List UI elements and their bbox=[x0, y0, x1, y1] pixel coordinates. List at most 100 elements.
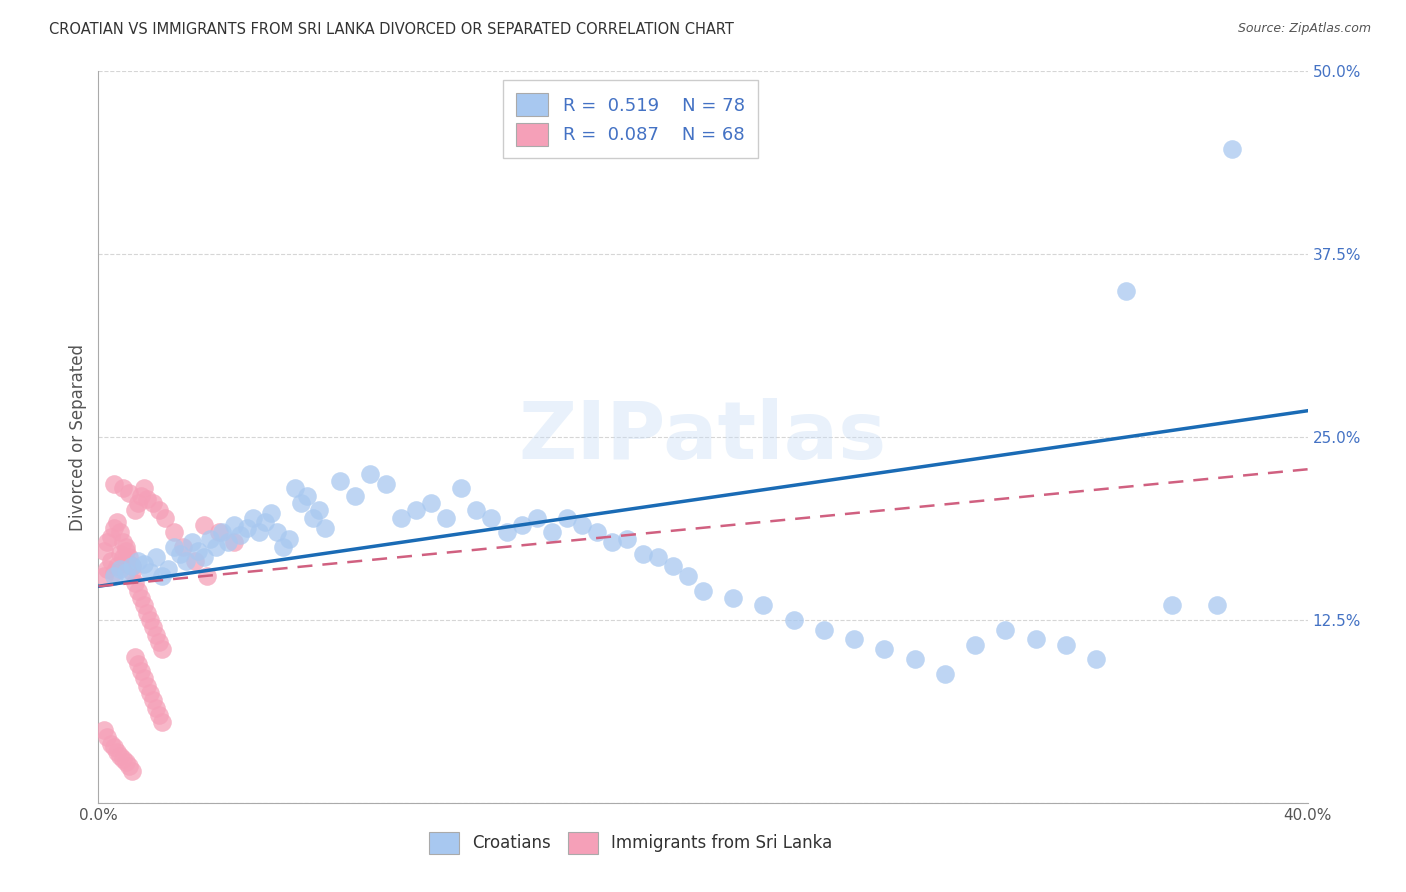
Point bbox=[142, 620, 165, 634]
Point bbox=[100, 554, 122, 568]
Point bbox=[156, 562, 179, 576]
Point bbox=[217, 535, 239, 549]
Point bbox=[114, 565, 136, 579]
Point bbox=[586, 525, 609, 540]
Point bbox=[127, 583, 149, 598]
Point bbox=[602, 535, 624, 549]
Point bbox=[1085, 652, 1108, 666]
Point bbox=[302, 510, 325, 524]
Point bbox=[465, 503, 488, 517]
Point bbox=[571, 517, 593, 532]
Point bbox=[105, 515, 128, 529]
Point bbox=[124, 649, 146, 664]
Point bbox=[111, 535, 134, 549]
Point bbox=[783, 613, 806, 627]
Point bbox=[118, 485, 141, 500]
Point bbox=[450, 481, 472, 495]
Point bbox=[135, 606, 157, 620]
Point bbox=[121, 558, 143, 573]
Point bbox=[308, 503, 330, 517]
Point bbox=[329, 474, 352, 488]
Point bbox=[184, 554, 207, 568]
Point bbox=[148, 708, 170, 723]
Point bbox=[100, 737, 122, 751]
Text: Source: ZipAtlas.com: Source: ZipAtlas.com bbox=[1237, 22, 1371, 36]
Point bbox=[965, 638, 987, 652]
Point bbox=[813, 623, 835, 637]
Point bbox=[114, 544, 136, 558]
Point bbox=[374, 476, 396, 491]
Point bbox=[169, 547, 191, 561]
Point bbox=[103, 565, 125, 579]
Point bbox=[555, 510, 578, 524]
Point bbox=[360, 467, 382, 481]
Point bbox=[108, 525, 131, 540]
Point bbox=[242, 510, 264, 524]
Point bbox=[187, 544, 209, 558]
Point bbox=[150, 642, 173, 657]
Point bbox=[124, 503, 146, 517]
Point bbox=[132, 599, 155, 613]
Point bbox=[142, 693, 165, 707]
Point bbox=[148, 503, 170, 517]
Point bbox=[195, 569, 218, 583]
Point bbox=[200, 533, 222, 547]
Point bbox=[105, 745, 128, 759]
Point bbox=[145, 700, 167, 714]
Point bbox=[1206, 599, 1229, 613]
Point bbox=[434, 510, 457, 524]
Point bbox=[481, 510, 503, 524]
Point bbox=[93, 544, 115, 558]
Point bbox=[132, 481, 155, 495]
Point bbox=[108, 547, 131, 561]
Point bbox=[723, 591, 745, 605]
Point bbox=[139, 686, 162, 700]
Point bbox=[616, 533, 638, 547]
Point bbox=[100, 530, 122, 544]
Point bbox=[93, 723, 115, 737]
Point bbox=[934, 667, 956, 681]
Point bbox=[103, 740, 125, 755]
Point bbox=[153, 510, 176, 524]
Point bbox=[904, 652, 927, 666]
Text: ZIPatlas: ZIPatlas bbox=[519, 398, 887, 476]
Point bbox=[108, 749, 131, 764]
Point bbox=[208, 525, 231, 540]
Point bbox=[235, 521, 257, 535]
Point bbox=[752, 599, 775, 613]
Point bbox=[96, 730, 118, 744]
Point bbox=[129, 664, 152, 678]
Point bbox=[105, 558, 128, 573]
Point bbox=[163, 540, 186, 554]
Point bbox=[118, 759, 141, 773]
Point bbox=[211, 525, 233, 540]
Point bbox=[229, 528, 252, 542]
Point bbox=[314, 521, 336, 535]
Point bbox=[111, 752, 134, 766]
Point bbox=[647, 549, 669, 564]
Point bbox=[139, 613, 162, 627]
Point bbox=[111, 481, 134, 495]
Point bbox=[142, 496, 165, 510]
Point bbox=[224, 535, 246, 549]
Point bbox=[994, 623, 1017, 637]
Point bbox=[260, 506, 283, 520]
Point bbox=[150, 569, 173, 583]
Point bbox=[127, 657, 149, 671]
Point bbox=[193, 517, 215, 532]
Point bbox=[661, 558, 683, 573]
Point bbox=[295, 489, 318, 503]
Point bbox=[692, 583, 714, 598]
Point bbox=[124, 576, 146, 591]
Point bbox=[495, 525, 517, 540]
Point bbox=[181, 535, 204, 549]
Point bbox=[253, 515, 276, 529]
Point bbox=[1115, 284, 1137, 298]
Point bbox=[114, 540, 136, 554]
Point bbox=[389, 510, 412, 524]
Point bbox=[873, 642, 896, 657]
Point bbox=[129, 591, 152, 605]
Point bbox=[290, 496, 312, 510]
Point bbox=[676, 569, 699, 583]
Point bbox=[174, 554, 197, 568]
